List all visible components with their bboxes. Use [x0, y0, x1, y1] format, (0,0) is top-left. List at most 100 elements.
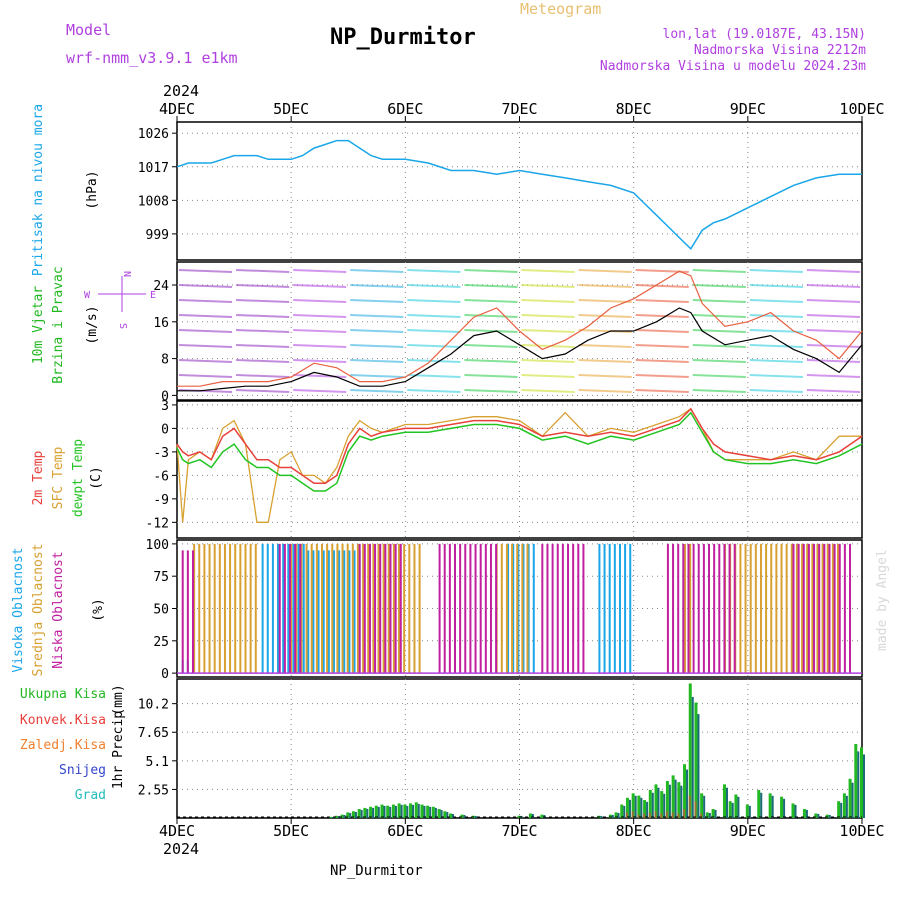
- ytick-label-clouds: 50: [153, 603, 169, 618]
- precip-bar-total: [334, 815, 338, 818]
- wind-barb: [635, 359, 689, 363]
- precip-bar-snow: [349, 812, 352, 818]
- precip-bar-total: [700, 793, 704, 818]
- wind-barb: [806, 269, 861, 273]
- ytick-label-temperature: 0: [161, 422, 169, 437]
- time-tick-top: 5DEC: [273, 100, 309, 118]
- temp-labels: 2m Temp SFC Temp dewpt Temp (C): [31, 439, 104, 517]
- wind-barb: [578, 389, 632, 393]
- wind-barb: [178, 374, 233, 378]
- precip-bar-total: [757, 789, 761, 818]
- wind-barb: [407, 314, 461, 318]
- ytick-label-pressure: 1008: [138, 194, 169, 209]
- meteogram-subtitle: Meteogram: [520, 0, 601, 18]
- cloud-unit: (%): [91, 598, 106, 621]
- wind-barb: [236, 329, 290, 333]
- ytick-label-clouds: 0: [161, 667, 169, 682]
- precip-bar-snow: [383, 805, 386, 818]
- precip-bar-snow: [686, 769, 689, 818]
- wind-direction-legend: N E S W: [84, 271, 156, 329]
- wind-barb: [350, 344, 404, 348]
- wind-barb: [464, 314, 518, 318]
- precip-bar-total: [403, 804, 407, 818]
- ytick-label-clouds: 100: [146, 538, 169, 553]
- cloud-ylabel2: Srednja Oblacnost: [31, 543, 46, 676]
- legend-conv: Konvek.Kisa: [20, 713, 106, 728]
- wind-barb: [236, 314, 290, 318]
- wind-barb: [521, 344, 575, 348]
- ytick-label-pressure: 1017: [138, 161, 169, 176]
- wind-barb: [521, 359, 575, 363]
- precip-bar-total: [665, 781, 669, 818]
- precip-bar-total: [814, 813, 818, 818]
- precip-bar-snow: [657, 787, 660, 818]
- wind-barb: [407, 269, 461, 273]
- precip-bar-total: [437, 809, 441, 818]
- time-tick-top: 10DEC: [839, 100, 884, 118]
- wind-barb: [692, 374, 746, 378]
- wind-barb: [464, 269, 518, 273]
- precip-bar-conv: [677, 813, 680, 818]
- ytick-label-precipitation: 10.2: [138, 698, 169, 713]
- precip-bar-snow: [731, 802, 734, 818]
- precip-bar-snow: [794, 804, 797, 818]
- precip-bar-total: [643, 800, 647, 818]
- wind-barb: [293, 389, 347, 393]
- precip-bar-total: [631, 793, 635, 818]
- precip-bar-snow: [674, 779, 677, 818]
- precip-bar-snow: [400, 804, 403, 818]
- precip-bar-total: [386, 805, 390, 818]
- wind-barb: [749, 359, 803, 363]
- precip-bar-snow: [440, 809, 443, 818]
- wind-barb: [692, 389, 746, 393]
- precip-bar-snow: [703, 795, 706, 818]
- time-tick-bottom: 7DEC: [501, 822, 537, 840]
- elevation-info: Nadmorska Visina 2212m: [694, 43, 866, 58]
- precip-bar-total: [346, 812, 350, 818]
- wind-barb: [635, 299, 689, 303]
- wind-barb: [635, 344, 689, 348]
- wind-barb: [806, 284, 861, 288]
- wind-barb: [578, 374, 632, 378]
- precip-bar-total: [397, 803, 401, 818]
- precip-bar-total: [363, 807, 367, 818]
- precip-bar-total: [380, 804, 384, 818]
- precip-bar-total: [449, 813, 452, 818]
- precip-bar-snow: [828, 814, 831, 818]
- wind-barb: [749, 269, 803, 273]
- precip-bar-snow: [434, 807, 437, 818]
- wind-barb: [578, 344, 632, 348]
- wind-labels: 10m Vjetar Brzina i Pravac (m/s) N E S W: [31, 266, 156, 383]
- precip-bar-snow: [783, 798, 786, 818]
- cloud-labels: Visoka Oblacnost Srednja Oblacnost Niska…: [11, 543, 106, 676]
- precip-bar-snow: [726, 787, 728, 818]
- wind-barb: [464, 329, 518, 333]
- wind-barb: [521, 299, 575, 303]
- precip-bar-snow: [646, 801, 649, 818]
- temp-unit: (C): [89, 466, 104, 489]
- pressure-line: [176, 139, 862, 250]
- wind-barb: [236, 374, 290, 378]
- precip-bar-snow: [543, 814, 546, 818]
- wind-barb: [350, 389, 404, 393]
- wind-barb: [692, 344, 746, 348]
- precip-bar-conv: [688, 795, 691, 818]
- precip-bar-snow: [617, 812, 620, 818]
- precip-bar-snow: [691, 696, 694, 818]
- wind-barb: [350, 359, 404, 363]
- wind-barb: [293, 359, 347, 363]
- sfc-temp-line: [176, 407, 862, 523]
- wind-barb: [178, 329, 233, 333]
- wind-barb: [806, 329, 861, 333]
- precip-bar-total: [443, 811, 447, 818]
- ytick-label-temperature: -12: [146, 516, 169, 531]
- precip-bar-snow: [651, 792, 654, 818]
- wind-barb: [350, 284, 404, 288]
- precip-bar-snow: [343, 814, 346, 818]
- precip-bar-snow: [714, 809, 717, 818]
- precip-bar-snow: [337, 815, 340, 818]
- precip-bar-snow: [372, 807, 375, 818]
- precip-bar-total: [660, 791, 664, 818]
- precip-bar-conv: [625, 812, 628, 818]
- time-tick-bottom: 9DEC: [730, 822, 766, 840]
